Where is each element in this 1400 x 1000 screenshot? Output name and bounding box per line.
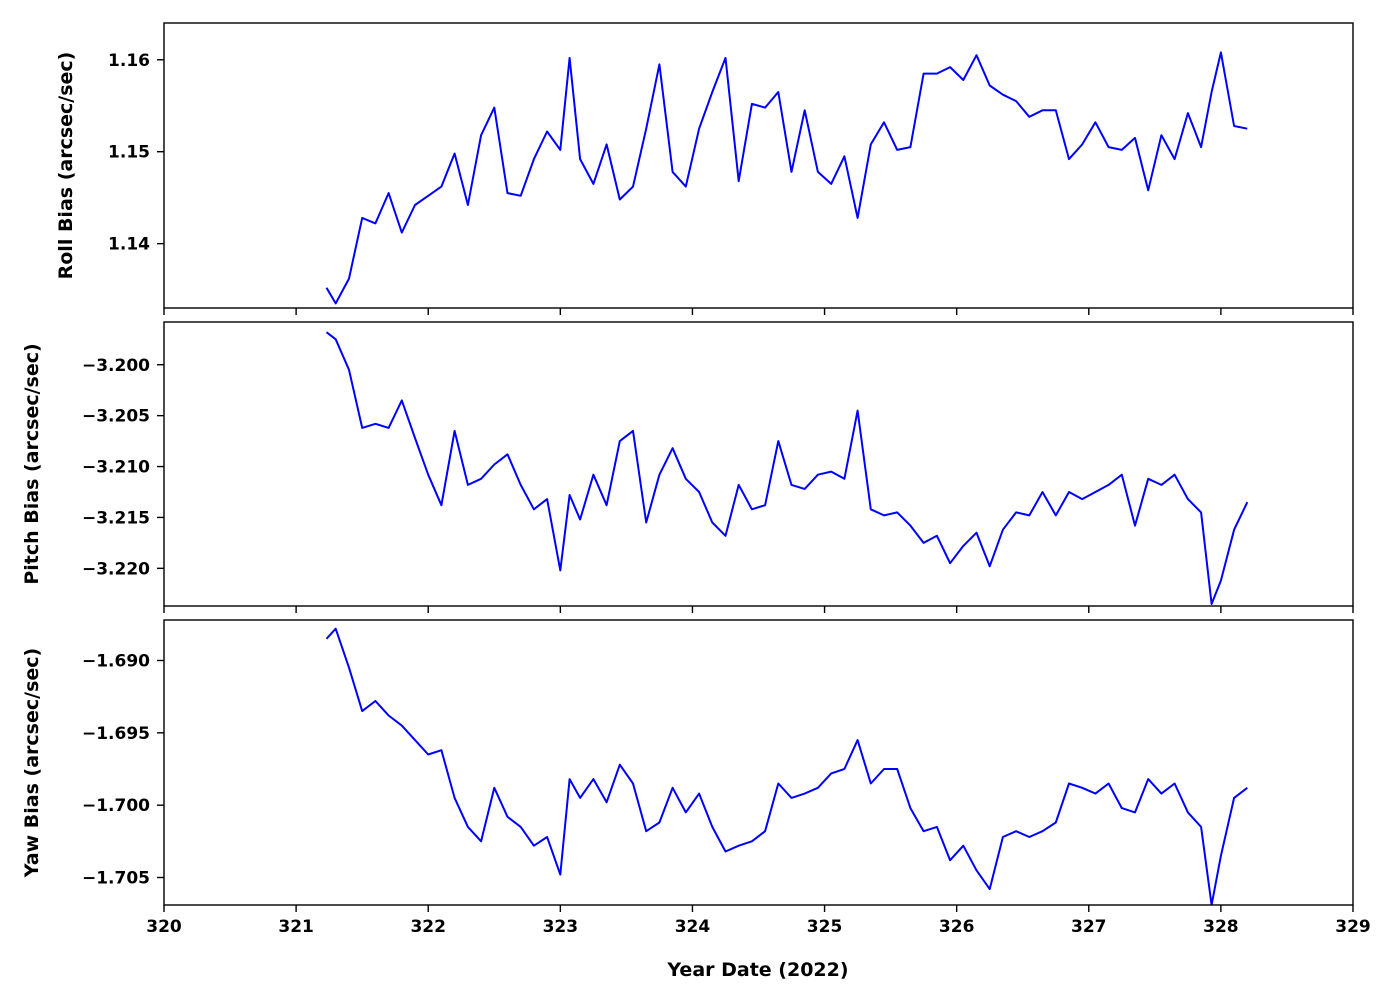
roll-y-tick-label: 1.15 [108, 143, 150, 163]
x-tick-label: 320 [146, 917, 182, 937]
roll-y-tick-label: 1.16 [108, 51, 150, 71]
pitch-y-tick-label: −3.210 [82, 458, 150, 478]
yaw-y-axis-label: Yaw Bias (arcsec/sec) [21, 648, 43, 878]
x-tick-label: 323 [543, 917, 579, 937]
roll-y-tick-label: 1.14 [108, 235, 150, 255]
yaw-panel: −1.690 −1.695 −1.700 −1.705 320 321 322 323 324 3… [21, 619, 1371, 937]
x-tick-label: 327 [1071, 917, 1107, 937]
pitch-panel: −3.200 −3.205 −3.210 −3.215 −3.220 Pitch Bias… [21, 321, 1354, 613]
x-axis-label: Year Date (2022) [666, 959, 848, 981]
x-tick-label: 322 [410, 917, 446, 937]
roll-y-axis-label: Roll Bias (arcsec/sec) [55, 52, 77, 280]
yaw-y-tick-label: −1.700 [82, 796, 150, 816]
pitch-y-tick-label: −3.220 [82, 559, 150, 579]
yaw-y-tick-label: −1.690 [82, 652, 150, 672]
x-tick-label: 324 [675, 917, 711, 937]
x-tick-label: 321 [278, 917, 314, 937]
pitch-y-tick-label: −3.215 [82, 508, 150, 528]
roll-series-line [325, 51, 1248, 305]
yaw-y-tick-label: −1.695 [82, 724, 150, 744]
pitch-y-tick-label: −3.205 [82, 407, 150, 427]
roll-axes-frame [163, 22, 1354, 309]
pitch-y-axis-label: Pitch Bias (arcsec/sec) [21, 343, 43, 584]
yaw-y-tick-label: −1.705 [82, 869, 150, 889]
x-tick-label: 328 [1203, 917, 1239, 937]
roll-panel: 1.14 1.15 1.16 Roll Bias (arcsec/sec) [55, 22, 1354, 315]
x-tick-label: 326 [939, 917, 975, 937]
yaw-series-line [325, 627, 1248, 905]
pitch-series-line [325, 331, 1249, 605]
pitch-y-tick-label: −3.200 [82, 356, 150, 376]
x-tick-label: 329 [1335, 917, 1371, 937]
yaw-axes-frame [163, 619, 1354, 906]
x-tick-label: 325 [807, 917, 843, 937]
pitch-axes-frame [163, 321, 1354, 607]
